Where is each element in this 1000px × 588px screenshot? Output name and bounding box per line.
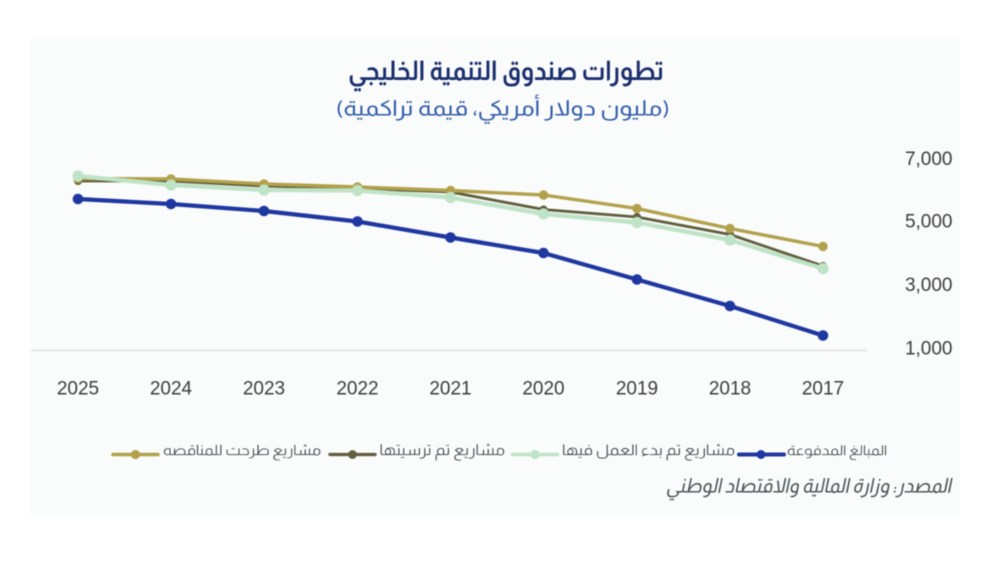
- svg-text:1,000: 1,000: [905, 338, 953, 359]
- svg-text:2022: 2022: [336, 379, 378, 400]
- svg-text:2019: 2019: [616, 379, 658, 400]
- svg-text:2018: 2018: [709, 379, 751, 400]
- svg-text:2024: 2024: [150, 379, 193, 400]
- svg-text:2023: 2023: [243, 379, 285, 400]
- svg-text:2017: 2017: [802, 379, 844, 400]
- svg-text:2020: 2020: [522, 379, 564, 400]
- svg-text:2021: 2021: [429, 379, 471, 400]
- svg-text:3,000: 3,000: [905, 275, 953, 296]
- svg-text:5,000: 5,000: [905, 211, 953, 232]
- svg-text:2025: 2025: [57, 379, 99, 400]
- svg-text:7,000: 7,000: [905, 149, 953, 170]
